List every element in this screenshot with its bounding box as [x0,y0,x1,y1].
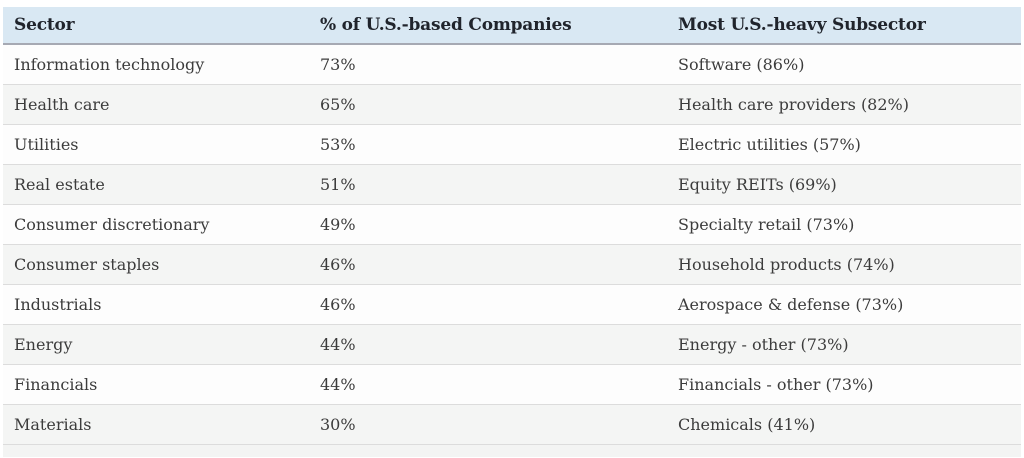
cell-percent-us-based: 44% [309,324,667,365]
cell-most-us-heavy-subsector: Software (86%) [667,44,1021,85]
cell-most-us-heavy-subsector: Chemicals (41%) [667,404,1021,445]
cell-sector: Information technology [3,44,309,85]
table-row: Financials 44% Financials - other (73%) [3,364,1021,405]
column-header-percent-us-based-companies: % of U.S.-based Companies [309,7,667,45]
us-companies-by-sector-table: Sector % of U.S.-based Companies Most U.… [3,7,1021,445]
cell-most-us-heavy-subsector: Financials - other (73%) [667,364,1021,405]
cell-sector: Health care [3,84,309,125]
cell-sector: Consumer staples [3,244,309,285]
cell-most-us-heavy-subsector: Equity REITs (69%) [667,164,1021,205]
table-header: Sector % of U.S.-based Companies Most U.… [3,7,1021,45]
table-row: Materials 30% Chemicals (41%) [3,404,1021,445]
table-row: Consumer discretionary 49% Specialty retai… [3,204,1021,245]
cell-percent-us-based: 46% [309,244,667,285]
cell-most-us-heavy-subsector: Specialty retail (73%) [667,204,1021,245]
table-row: Information technology 73% Software (86%) [3,44,1021,85]
cell-percent-us-based: 53% [309,124,667,165]
column-header-most-us-heavy-subsector: Most U.S.-heavy Subsector [667,7,1021,45]
cell-most-us-heavy-subsector: Health care providers (82%) [667,84,1021,125]
cell-most-us-heavy-subsector: Household products (74%) [667,244,1021,285]
table-row: Utilities 53% Electric utilities (57%) [3,124,1021,165]
cell-percent-us-based: 51% [309,164,667,205]
cell-sector: Materials [3,404,309,445]
cell-sector: Real estate [3,164,309,205]
table-body: Information technology 73% Software (86%) H… [3,44,1021,445]
table-row: Health care 65% Health care providers (82%… [3,84,1021,125]
cell-percent-us-based: 46% [309,284,667,325]
cell-percent-us-based: 65% [309,84,667,125]
header-row: Sector % of U.S.-based Companies Most U.… [3,7,1021,45]
table-row: Energy 44% Energy - other (73%) [3,324,1021,365]
cell-percent-us-based: 73% [309,44,667,85]
cell-sector: Utilities [3,124,309,165]
cell-most-us-heavy-subsector: Electric utilities (57%) [667,124,1021,165]
cell-sector: Financials [3,364,309,405]
cell-percent-us-based: 30% [309,404,667,445]
table-row: Real estate 51% Equity REITs (69%) [3,164,1021,205]
table-row: Consumer staples 46% Household products (7… [3,244,1021,285]
cell-percent-us-based: 44% [309,364,667,405]
cell-most-us-heavy-subsector: Energy - other (73%) [667,324,1021,365]
cell-sector: Consumer discretionary [3,204,309,245]
cell-most-us-heavy-subsector: Aerospace & defense (73%) [667,284,1021,325]
column-header-sector: Sector [3,7,309,45]
below-table-area [3,444,1021,457]
table-row: Industrials 46% Aerospace & defense (73%) [3,284,1021,325]
cell-sector: Industrials [3,284,309,325]
cell-sector: Energy [3,324,309,365]
cell-percent-us-based: 49% [309,204,667,245]
